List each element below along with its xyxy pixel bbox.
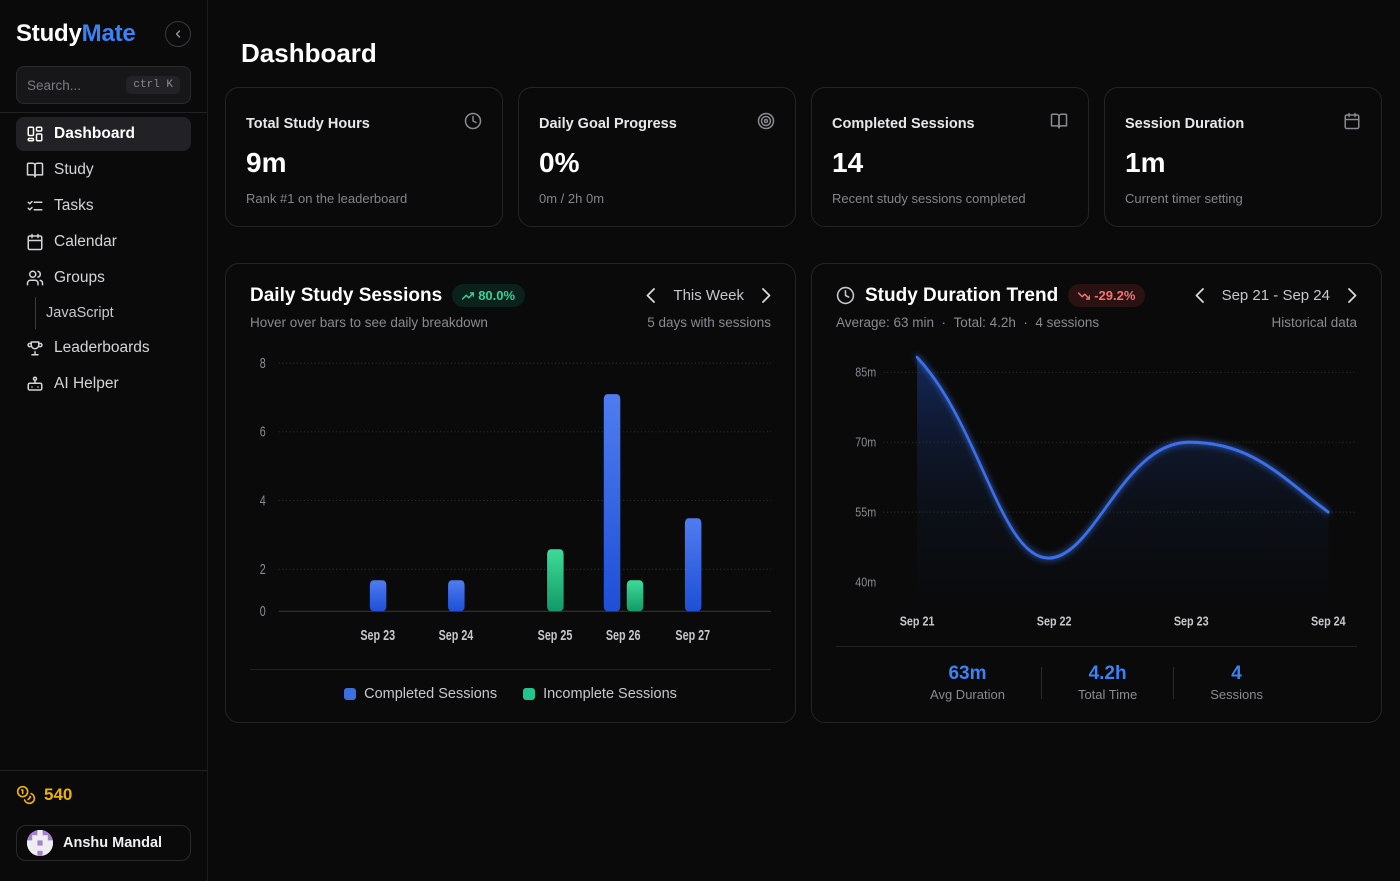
svg-text:85m: 85m	[855, 365, 876, 380]
svg-text:Sep 26: Sep 26	[606, 627, 641, 643]
svg-text:Sep 25: Sep 25	[538, 627, 573, 643]
svg-text:2: 2	[260, 562, 266, 578]
svg-text:8: 8	[260, 355, 266, 371]
svg-text:Sep 24: Sep 24	[439, 627, 474, 643]
svg-text:Sep 23: Sep 23	[360, 627, 395, 643]
svg-text:4: 4	[260, 493, 266, 509]
svg-text:40m: 40m	[855, 574, 876, 589]
svg-text:Sep 24: Sep 24	[1311, 613, 1346, 628]
svg-text:6: 6	[260, 424, 266, 440]
svg-text:Sep 22: Sep 22	[1037, 613, 1072, 628]
svg-text:0: 0	[260, 604, 266, 620]
svg-text:70m: 70m	[855, 435, 876, 450]
svg-text:Sep 27: Sep 27	[675, 627, 710, 643]
svg-text:55m: 55m	[855, 504, 876, 519]
svg-text:Sep 23: Sep 23	[1174, 613, 1209, 628]
svg-text:Sep 21: Sep 21	[900, 613, 935, 628]
